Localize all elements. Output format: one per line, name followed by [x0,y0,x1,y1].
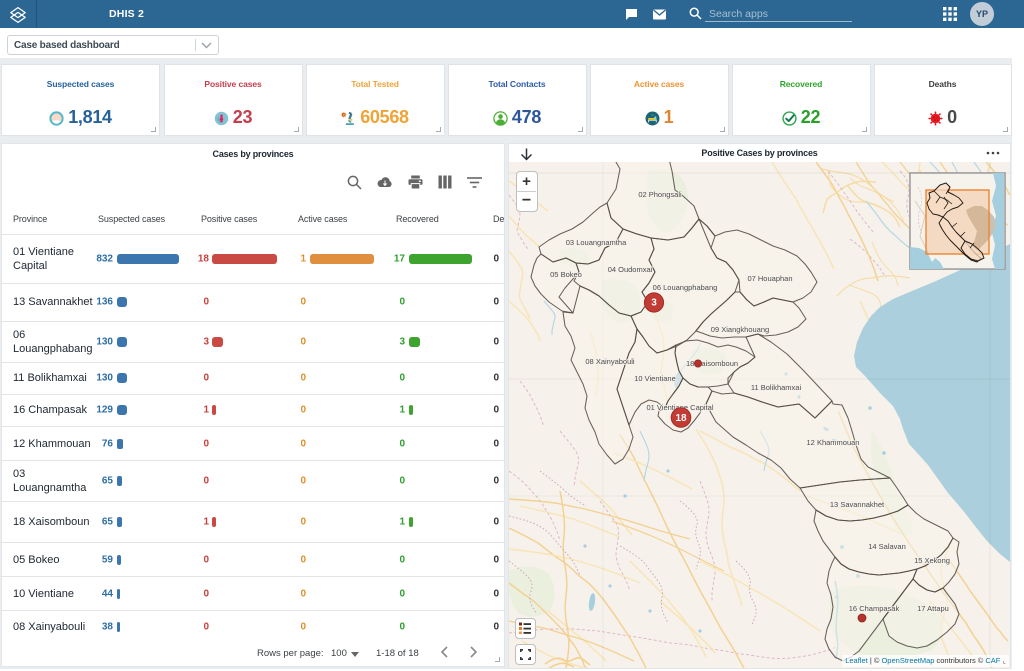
svg-text:11 Bolikhamxai: 11 Bolikhamxai [751,383,802,392]
svg-text:17 Attapu: 17 Attapu [917,604,949,613]
svg-text:14 Salavan: 14 Salavan [868,542,906,551]
svg-text:06 Louangphabang: 06 Louangphabang [653,283,718,292]
svg-text:05 Bokeo: 05 Bokeo [550,270,582,279]
svg-text:13 Savannakhet: 13 Savannakhet [830,500,885,509]
svg-text:09 Xiangkhouang: 09 Xiangkhouang [711,325,769,334]
svg-text:16 Champasak: 16 Champasak [849,604,900,613]
svg-text:07 Houaphan: 07 Houaphan [747,274,792,283]
svg-text:18: 18 [675,413,687,424]
svg-text:03 Louangnamtha: 03 Louangnamtha [566,238,627,247]
svg-text:18 Xaisomboun: 18 Xaisomboun [686,359,738,368]
svg-text:15 Xekong: 15 Xekong [914,556,950,565]
svg-text:10 Vientiane: 10 Vientiane [634,374,676,383]
svg-text:3: 3 [651,298,657,309]
svg-text:12 Khammouan: 12 Khammouan [807,438,860,447]
svg-text:02 Phongsali: 02 Phongsali [638,190,682,199]
svg-text:08 Xainyabouli: 08 Xainyabouli [585,357,635,366]
svg-text:04 Oudomxai: 04 Oudomxai [608,265,653,274]
